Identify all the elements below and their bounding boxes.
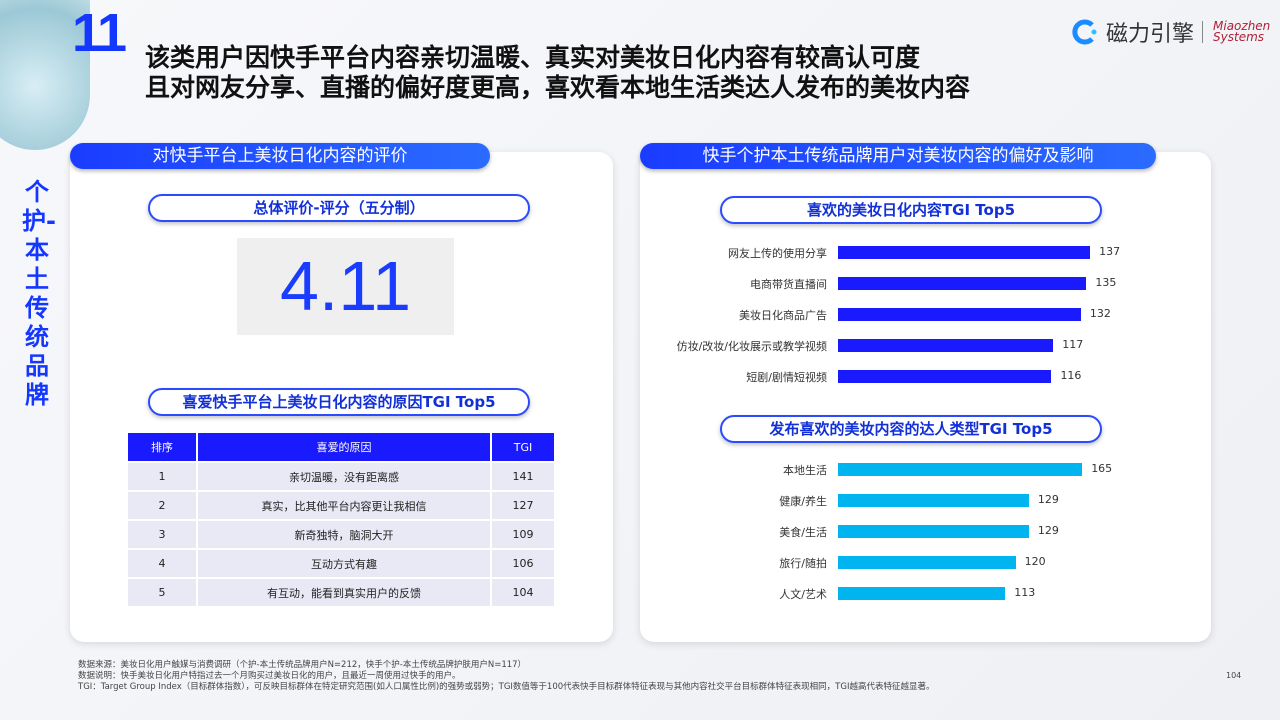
rank-cell: 3: [128, 521, 196, 548]
slide-title-line1: 该类用户因快手平台内容亲切温暖、真实对美妆日化内容有较高认可度: [145, 43, 921, 72]
left-header: 对快手平台上美妆日化内容的评价: [70, 143, 490, 169]
table-row: 4 互动方式有趣 106: [128, 550, 554, 577]
side-label: 个护-本土传统品牌: [22, 178, 56, 409]
data-label: 137: [1099, 245, 1121, 258]
bar: [838, 494, 1029, 507]
rank-cell: 5: [128, 579, 196, 606]
tgi-cell: 141: [492, 463, 554, 490]
category-label: 网友上传的使用分享: [728, 247, 827, 260]
rank-cell: 1: [128, 463, 196, 490]
bar: [838, 339, 1054, 352]
reason-cell: 真实，比其他平台内容更让我相信: [198, 492, 490, 519]
slide-title-line2: 且对网友分享、直播的偏好度更高，喜欢看本地生活类达人发布的美妆内容: [145, 73, 971, 102]
category-label: 短剧/剧情短视频: [746, 371, 827, 384]
tgi-cell: 127: [492, 492, 554, 519]
reason-cell: 新奇独特，脑洞大开: [198, 521, 490, 548]
table-row: 1 亲切温暖，没有距离感 141: [128, 463, 554, 490]
data-label: 117: [1062, 338, 1084, 351]
bar: [838, 308, 1081, 321]
category-label: 旅行/随拍: [779, 557, 827, 570]
data-label: 135: [1095, 276, 1117, 289]
col-rank: 排序: [128, 433, 196, 461]
page-number: 104: [1226, 671, 1242, 680]
category-label: 电商带货直播间: [750, 278, 827, 291]
table-row: 5 有互动，能看到真实用户的反馈 104: [128, 579, 554, 606]
bar: [838, 277, 1087, 290]
footnote-source: 数据来源：美妆日化用户触媒与消费调研（个护-本土传统品牌用户N=212，快手个护…: [78, 660, 527, 670]
logo-c-icon: [1072, 19, 1097, 45]
data-label: 120: [1024, 555, 1046, 568]
table-row: 3 新奇独特，脑洞大开 109: [128, 521, 554, 548]
logo-en: Miaozhen Systems: [1202, 20, 1270, 43]
bar: [838, 246, 1091, 259]
category-label: 健康/养生: [779, 495, 827, 508]
bar: [838, 370, 1052, 383]
overall-score: 4.11: [237, 238, 454, 335]
chart1-title: 喜欢的美妆日化内容TGI Top5: [720, 196, 1102, 224]
category-label: 美食/生活: [779, 526, 827, 539]
rank-cell: 2: [128, 492, 196, 519]
score-title: 总体评价-评分（五分制）: [148, 194, 530, 222]
reasons-table: 排序 喜爱的原因 TGI 1 亲切温暖，没有距离感 141 2 真实，比其他平台内容更让…: [126, 431, 556, 608]
logo-cn: 磁力引擎: [1106, 22, 1195, 47]
reason-cell: 亲切温暖，没有距离感: [198, 463, 490, 490]
slide-number: 11: [72, 3, 127, 63]
category-label: 美妆日化商品广告: [739, 309, 827, 322]
category-label: 仿妆/改妆/化妆展示或教学视频: [676, 340, 827, 353]
bar: [838, 556, 1016, 569]
data-label: 129: [1037, 524, 1059, 537]
tgi-cell: 109: [492, 521, 554, 548]
category-label: 人文/艺术: [779, 588, 827, 601]
data-label: 129: [1037, 493, 1059, 506]
logo: 磁力引擎 Miaozhen Systems: [1072, 16, 1270, 48]
reasons-title: 喜爱快手平台上美妆日化内容的原因TGI Top5: [148, 388, 530, 416]
chart2-title: 发布喜欢的美妆内容的达人类型TGI Top5: [720, 415, 1102, 443]
bar: [838, 463, 1083, 476]
table-row: 2 真实，比其他平台内容更让我相信 127: [128, 492, 554, 519]
reason-cell: 互动方式有趣: [198, 550, 490, 577]
reason-cell: 有互动，能看到真实用户的反馈: [198, 579, 490, 606]
data-label: 113: [1014, 586, 1036, 599]
col-reason: 喜爱的原因: [198, 433, 490, 461]
tgi-cell: 106: [492, 550, 554, 577]
cosmetics-image: [0, 0, 90, 150]
right-header: 快手个护本土传统品牌用户对美妆内容的偏好及影响: [640, 143, 1156, 169]
data-label: 116: [1060, 369, 1082, 382]
footnote-tgi: TGI：Target Group Index（目标群体指数），可反映目标群体在特…: [78, 682, 935, 692]
bar: [838, 587, 1006, 600]
data-label: 132: [1089, 307, 1111, 320]
col-tgi: TGI: [492, 433, 554, 461]
tgi-cell: 104: [492, 579, 554, 606]
bar: [838, 525, 1029, 538]
category-label: 本地生活: [783, 464, 827, 477]
data-label: 165: [1091, 462, 1113, 475]
rank-cell: 4: [128, 550, 196, 577]
footnote-note: 数据说明：快手美妆日化用户特指过去一个月购买过美妆日化的用户，且最近一周使用过快…: [78, 671, 461, 681]
footnotes: 数据来源：美妆日化用户触媒与消费调研（个护-本土传统品牌用户N=212，快手个护…: [78, 660, 934, 693]
